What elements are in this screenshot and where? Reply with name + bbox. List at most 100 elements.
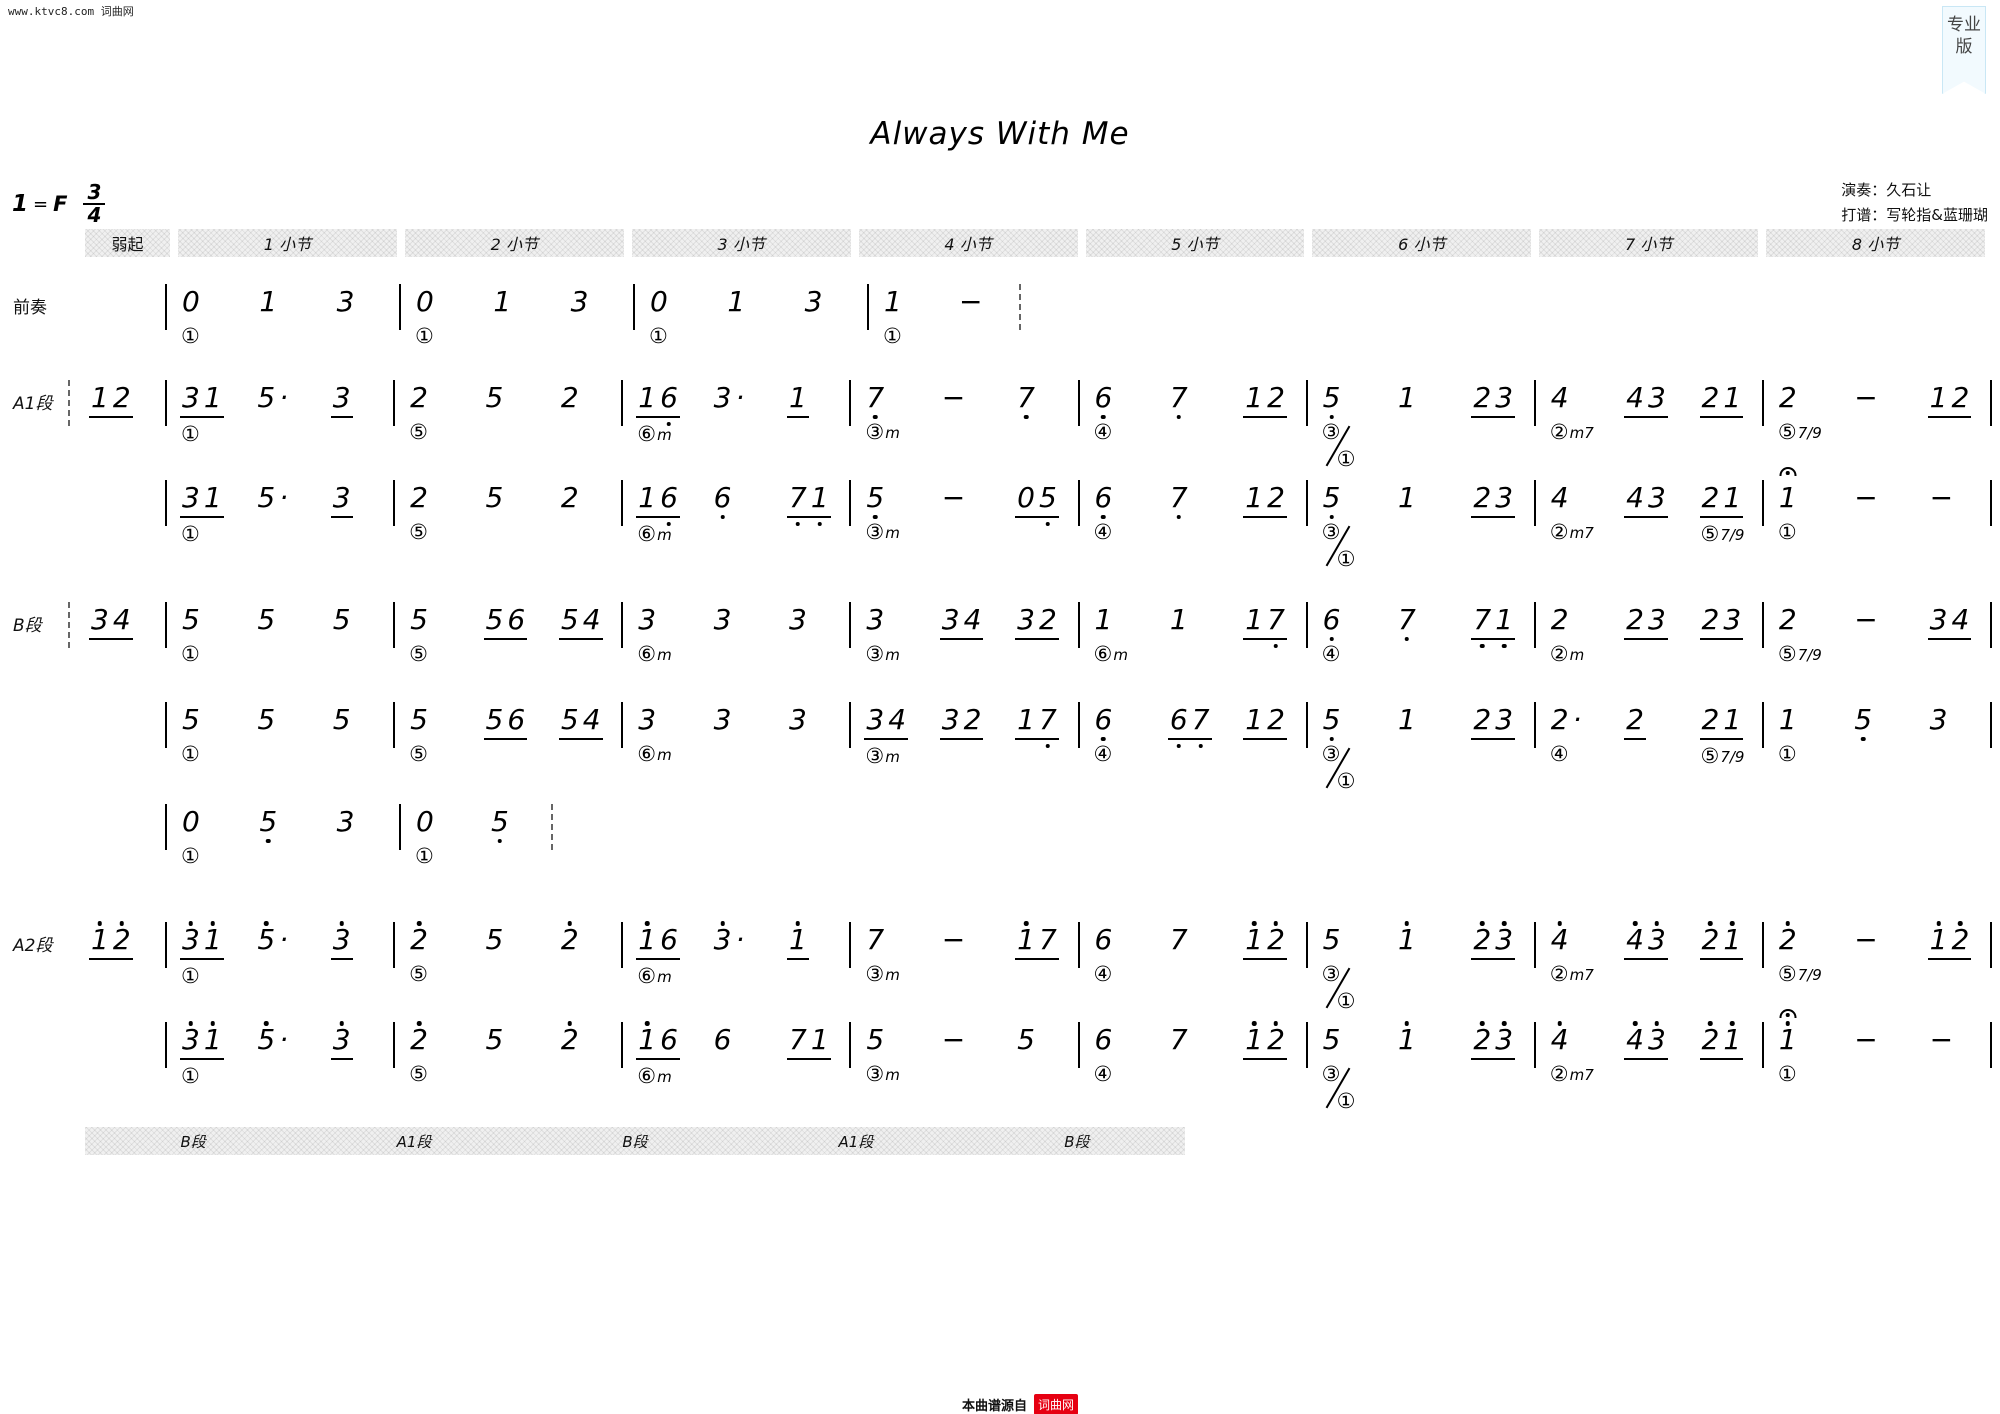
barline [621,1022,624,1068]
note-digit: 6 [660,923,678,956]
note-digit: 3 [1017,603,1035,636]
note-digits: 0 [414,804,436,840]
note-digits: 2 [1624,702,1646,740]
key-letter: F [53,192,68,216]
note-digit: 1 [884,285,902,318]
note-digit: · [1572,703,1582,736]
note-digit: 7 [1169,381,1188,414]
note-digit: 5 [491,805,509,838]
measure-row: 1 2 3 1 ① 5 · 3 2 ⑤ 5 2 1 6 ⑥ m 3 · 1 7 ③ m −7 6 ④ 7 1 2 5 ③ ① 1 2 3 4 ② m7 4… [68,380,1992,475]
note-digit: 5 [259,805,278,838]
barline [621,702,624,748]
note-cell: 1 [1383,702,1458,797]
note: 6 [1093,480,1115,516]
note-digit: 7 [1267,603,1285,636]
note-digit: 2 [1473,1023,1492,1056]
note: 1 [1396,380,1418,416]
note-digit: 1 [1929,381,1948,414]
note-digit: 5 [1322,703,1341,736]
note-cell: 2 ⑤ 7/9 [1764,602,1839,668]
note-digits: 7 [1168,1022,1190,1058]
note-digit: · [279,381,289,414]
note-digit: 3 [713,381,732,414]
note-digit: 6 [1094,1023,1113,1056]
note: 2 [408,1022,430,1058]
note-digit: 3 [336,285,355,318]
chord-degree: ① [1777,520,1797,544]
band-segment: 1 小节 [178,229,397,257]
measure: 3 1 ① 5 · 3 [167,480,393,546]
note: 0 [180,284,202,320]
note-digit: 5 [485,381,504,414]
note-digits: 5 [1852,702,1874,738]
note: 2 [408,480,430,516]
note: 4 [1549,380,1571,416]
chord-degree: ⑤ [409,1062,428,1086]
structure-label: B段 [1064,1132,1090,1151]
time-signature: 3 4 [83,182,106,227]
chord-label: ⑤ 7/9 [1778,643,1839,668]
dashed-barline [68,380,70,426]
note-digit: 3 [1929,703,1948,736]
note-digits: 1 [1777,480,1799,516]
chord-suffix: m [657,1068,672,1086]
note: 2 [559,1022,581,1058]
note-cell: 4 ② m7 [1536,380,1611,446]
note-digit: 5 [1322,923,1341,956]
note-digit: 1 [203,481,222,514]
note-digit: 4 [1626,1023,1644,1056]
note-digits: 5 · [255,380,290,416]
note-cell: − [1915,480,1990,544]
performer-credit: 演奏：久石让 [1841,181,1932,199]
barline [1077,380,1080,426]
note-cell: 5 [471,480,546,544]
chord-label: ① [181,523,242,546]
time-signature-bottom: 4 [87,203,102,227]
note: 2 [408,380,430,416]
chord-degree: ① [1777,1062,1797,1086]
note-digit: 1 [1723,923,1742,956]
note-digit: 1 [1398,923,1416,956]
note: 6 [712,1022,734,1058]
chord-suffix: 7/9 [1797,424,1822,442]
barline [1533,702,1536,748]
note-digits: 5 [484,480,506,516]
chord-degree: ⑤ [409,742,428,766]
note: 2 [559,480,581,516]
barline [1305,1022,1308,1068]
chord-suffix: m [885,524,900,542]
note-digit: 2 [410,381,428,414]
note-digits: 5 [864,1022,886,1058]
structure-label: B段 [622,1132,648,1151]
note-digit: 3 [91,603,109,636]
note-digit: 3 [1495,381,1514,414]
measure-header-band: 弱起 1 小节 2 小节 3 小节 4 小节 5 小节 6 小节 7 小节 8 小节 [85,229,1985,257]
note-digit: 2 [1550,703,1569,736]
chord-label: ⑤ 7/9 [1778,963,1839,988]
note: − [940,380,967,416]
